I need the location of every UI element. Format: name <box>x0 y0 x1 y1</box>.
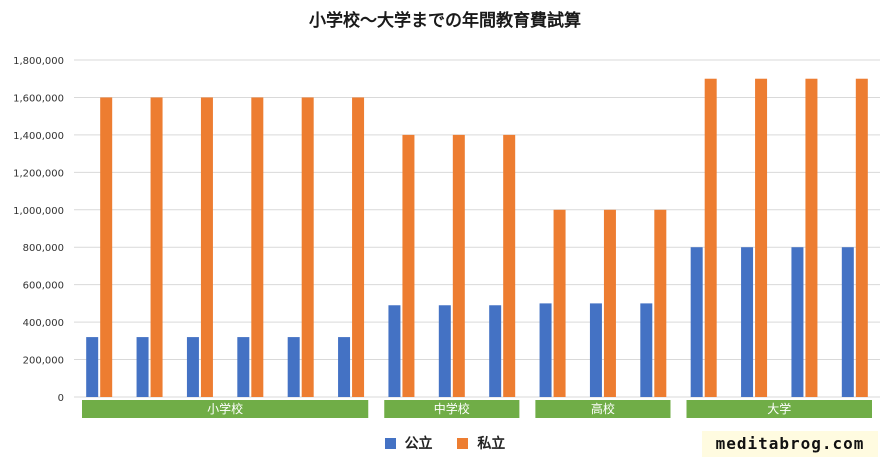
group-label: 大学 <box>767 401 791 416</box>
bar-private <box>855 78 868 397</box>
bar-private <box>251 97 264 397</box>
bar-private <box>503 134 516 397</box>
bar-private <box>402 134 415 397</box>
bar-public <box>589 303 602 397</box>
bar-private <box>200 97 213 397</box>
legend-label-public: 公立 <box>404 436 433 452</box>
bar-public <box>338 337 351 397</box>
bar-public <box>438 305 451 397</box>
y-tick-label: 200,000 <box>23 356 64 367</box>
y-tick-label: 1,200,000 <box>13 168 64 179</box>
legend-swatch-public <box>384 438 396 449</box>
bar-public <box>791 247 804 397</box>
bar-private <box>805 78 818 397</box>
group-label-band <box>686 400 872 418</box>
bar-private <box>755 78 768 397</box>
bar-public <box>86 337 99 397</box>
bar-private <box>603 209 616 397</box>
y-tick-label: 600,000 <box>23 281 64 292</box>
legend-swatch-private <box>457 438 469 449</box>
bar-public <box>287 337 300 397</box>
bar-public <box>388 305 401 397</box>
bar-chart: 0 200,000 400,000 600,000 800,000 1,000,000 1,… <box>13 56 880 418</box>
site-watermark: meditabrog.com <box>702 431 878 457</box>
bar-public <box>539 303 552 397</box>
bar-public <box>640 303 653 397</box>
group-label: 小学校 <box>207 401 243 416</box>
bar-public <box>237 337 250 397</box>
bar-private <box>553 209 566 397</box>
bar-public <box>136 337 149 397</box>
group-label-band <box>82 400 369 418</box>
y-tick-label: 400,000 <box>23 318 64 329</box>
y-tick-label: 800,000 <box>23 243 64 254</box>
bar-private <box>654 209 667 397</box>
group-label: 高校 <box>591 401 615 416</box>
legend-item-private: 私立 <box>457 433 505 453</box>
legend-label-private: 私立 <box>477 436 506 452</box>
y-tick-label: 1,400,000 <box>13 131 64 142</box>
chart-title: 小学校〜大学までの年間教育費試算 <box>309 11 581 31</box>
bar-public <box>489 305 502 397</box>
y-tick-label: 0 <box>58 393 64 404</box>
y-tick-label: 1,600,000 <box>13 93 64 104</box>
group-label: 中学校 <box>434 401 470 416</box>
bar-private <box>301 97 314 397</box>
bar-private <box>452 134 465 397</box>
y-tick-label: 1,800,000 <box>13 56 64 67</box>
bar-public <box>841 247 854 397</box>
y-tick-label: 1,000,000 <box>13 206 64 217</box>
bar-public <box>690 247 703 397</box>
bar-public <box>186 337 199 397</box>
group-label-band <box>384 400 520 418</box>
legend: 公立 私立 <box>0 433 890 453</box>
bar-private <box>150 97 163 397</box>
legend-item-public: 公立 <box>384 433 433 453</box>
bar-private <box>100 97 113 397</box>
group-label-band <box>535 400 671 418</box>
bar-private <box>704 78 717 397</box>
bar-private <box>352 97 365 397</box>
bar-public <box>741 247 754 397</box>
